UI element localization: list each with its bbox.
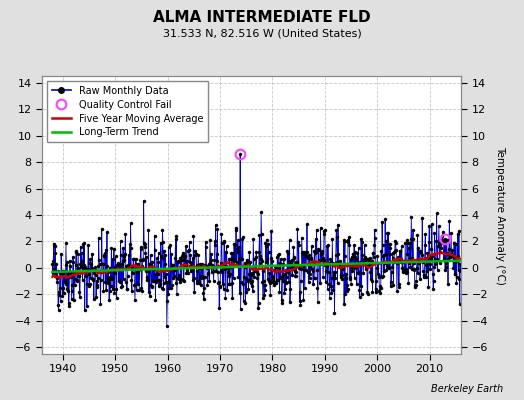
Text: ALMA INTERMEDIATE FLD: ALMA INTERMEDIATE FLD: [153, 10, 371, 25]
Legend: Raw Monthly Data, Quality Control Fail, Five Year Moving Average, Long-Term Tren: Raw Monthly Data, Quality Control Fail, …: [47, 81, 208, 142]
Text: 31.533 N, 82.516 W (United States): 31.533 N, 82.516 W (United States): [162, 29, 362, 39]
Text: Berkeley Earth: Berkeley Earth: [431, 384, 503, 394]
Y-axis label: Temperature Anomaly (°C): Temperature Anomaly (°C): [495, 146, 505, 284]
